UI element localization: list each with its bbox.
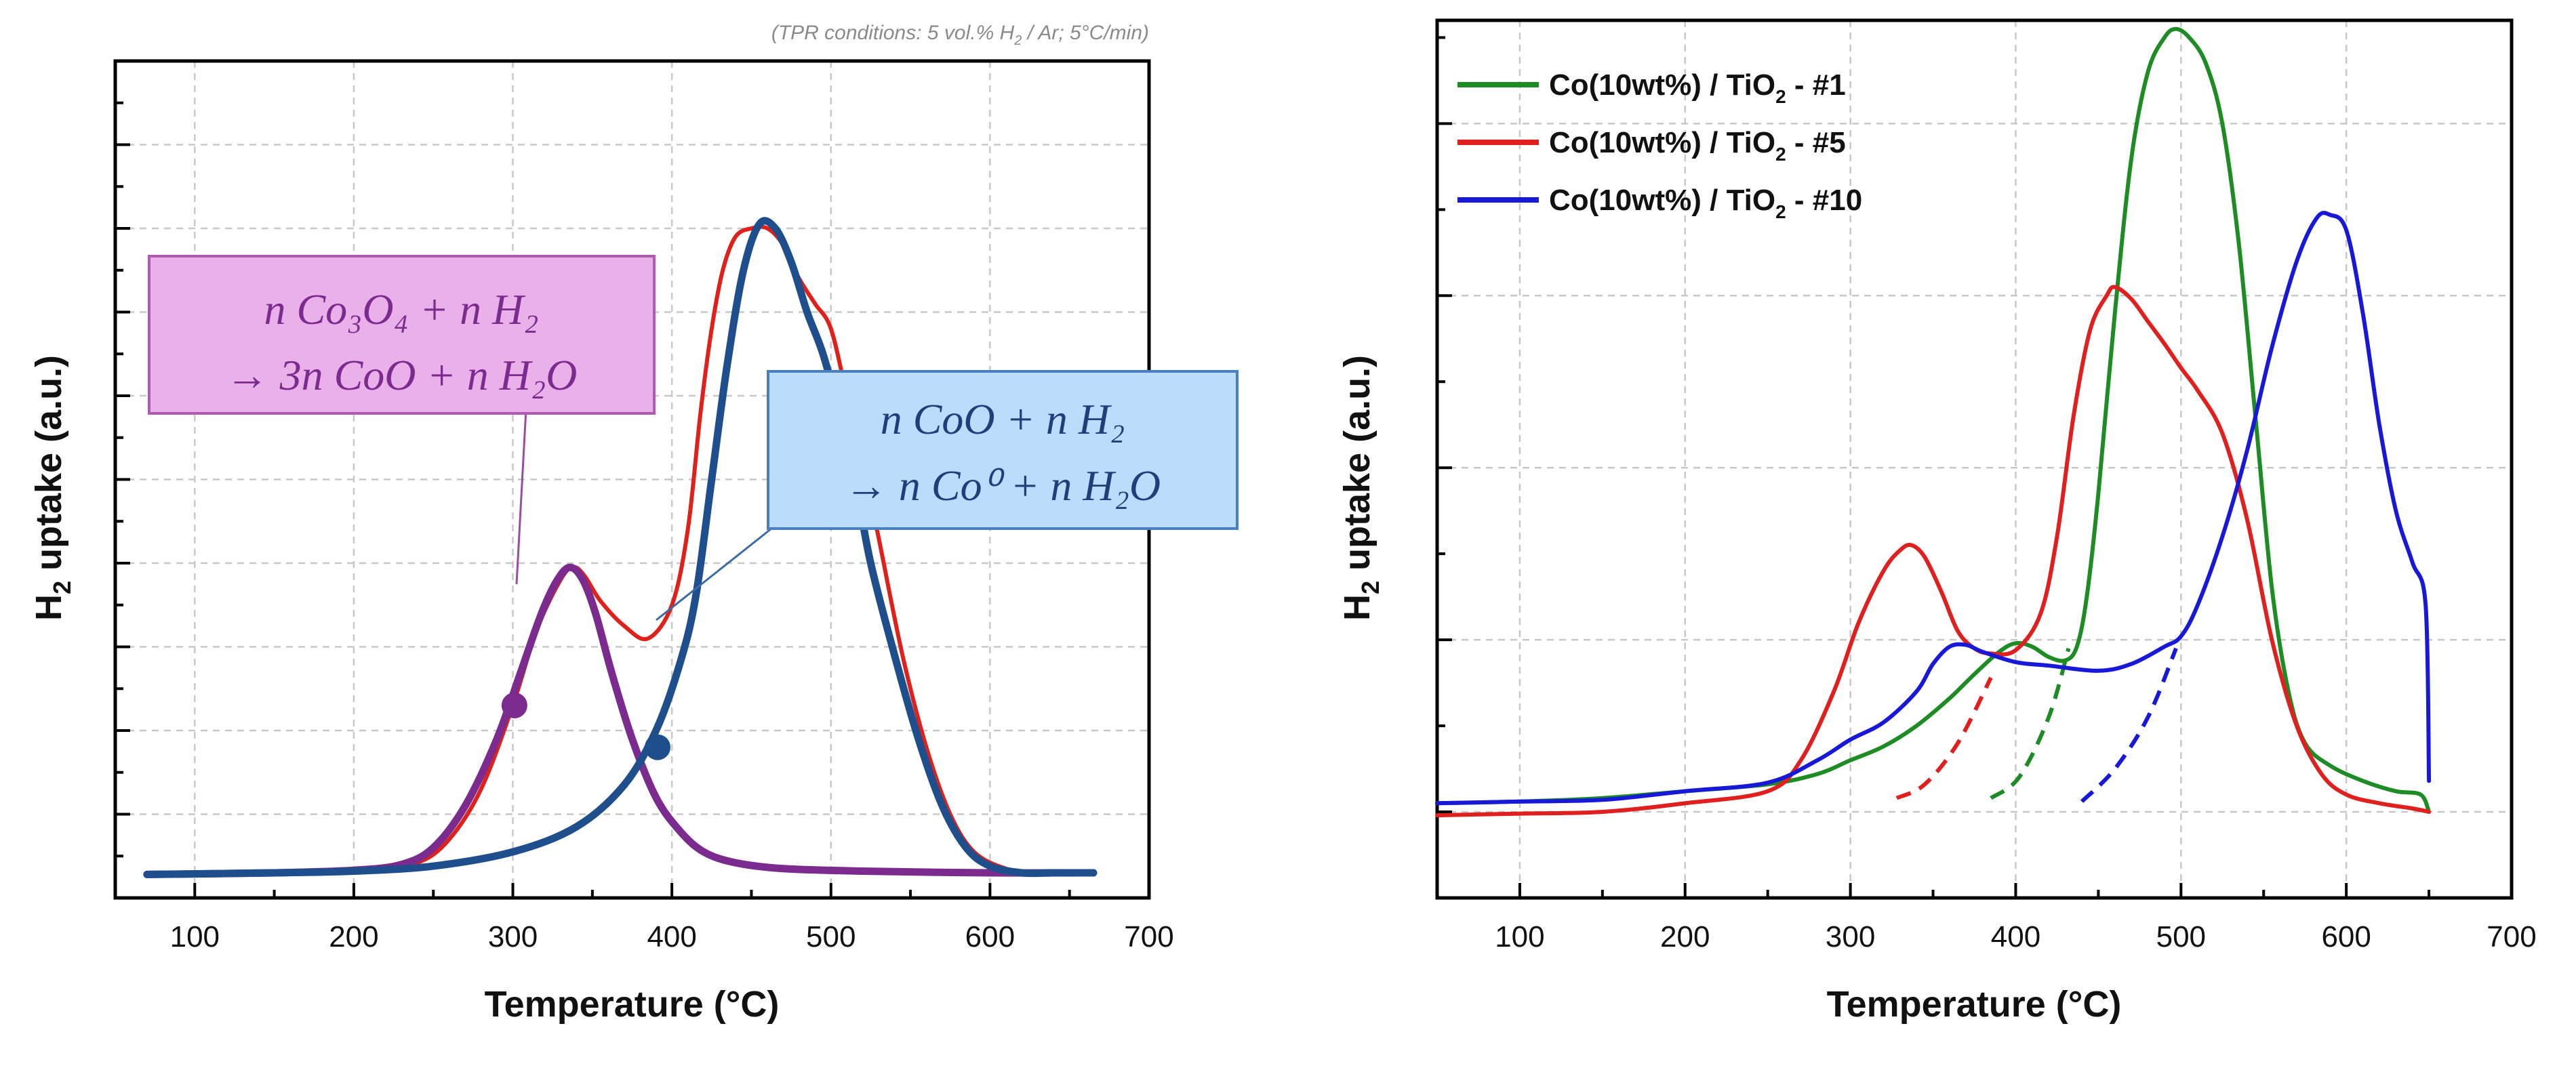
right-chart-frame bbox=[1435, 18, 2514, 900]
right-chart-dashed-guides bbox=[1895, 647, 2178, 803]
right-chart-series bbox=[1435, 26, 2432, 818]
coo-leader-line bbox=[656, 527, 772, 621]
x-tick-label: 700 bbox=[1124, 920, 1173, 953]
right-chart: 100 200 300 400 500 600 700 Co(10wt%) / TiO2 -… bbox=[1337, 18, 2537, 1025]
left-x-axis-title: Temperature (°C) bbox=[485, 984, 780, 1025]
x-tick-label: 300 bbox=[488, 920, 538, 953]
baseline-guide bbox=[1895, 676, 1993, 800]
x-tick-label: 500 bbox=[2156, 920, 2206, 953]
right-chart-gridlines bbox=[1437, 20, 2512, 898]
coo-equation-box bbox=[767, 370, 1239, 530]
right-chart-legend: Co(10wt%) / TiO2 - #1 Co(10wt%) / TiO2 -… bbox=[1457, 68, 1862, 222]
x-tick-label: 600 bbox=[965, 920, 1015, 953]
coo-equation-line1: n CoO + n H₂ bbox=[881, 395, 1125, 443]
baseline-guide bbox=[2080, 647, 2178, 803]
left-chart-ticks bbox=[114, 101, 1150, 898]
right-x-axis-title: Temperature (°C) bbox=[1827, 984, 2122, 1025]
tpr-conditions-note: (TPR conditions: 5 vol.% H2 / Ar; 5°C/mi… bbox=[771, 22, 1149, 48]
x-tick-label: 600 bbox=[2321, 920, 2371, 953]
coo-equation-line2: → n Co⁰ + n H₂O bbox=[845, 461, 1161, 510]
x-tick-label: 400 bbox=[1991, 920, 2040, 953]
series-line bbox=[1435, 285, 2432, 818]
series-line bbox=[143, 563, 1098, 878]
co3o4-equation-box bbox=[148, 255, 656, 415]
x-tick-label: 100 bbox=[1495, 920, 1544, 953]
legend-label-2: Co(10wt%) / TiO2 - #5 bbox=[1549, 126, 1846, 165]
co3o4-equation-line2: → 3n CoO + n H₂O bbox=[226, 351, 578, 399]
series-line bbox=[1435, 26, 2432, 814]
x-tick-label: 200 bbox=[329, 920, 378, 953]
highlight-marker bbox=[501, 692, 527, 718]
series-line bbox=[1435, 211, 2432, 806]
left-chart: (TPR conditions: 5 vol.% H2 / Ar; 5°C/mi… bbox=[28, 22, 1239, 1025]
legend-label-3: Co(10wt%) / TiO2 - #10 bbox=[1549, 184, 1862, 222]
series-line bbox=[144, 224, 1095, 877]
x-tick-label: 100 bbox=[170, 920, 220, 953]
highlight-marker bbox=[645, 734, 671, 760]
right-chart-ticks bbox=[1436, 36, 2513, 899]
x-tick-label: 300 bbox=[1826, 920, 1875, 953]
legend-label-1: Co(10wt%) / TiO2 - #1 bbox=[1549, 68, 1846, 107]
x-tick-label: 500 bbox=[806, 920, 856, 953]
left-chart-tick-labels: 100 200 300 400 500 600 700 bbox=[170, 920, 1174, 953]
right-y-axis-title: H2 uptake (a.u.) bbox=[1337, 355, 1384, 621]
left-y-axis-title: H2 uptake (a.u.) bbox=[28, 355, 76, 621]
right-chart-tick-labels: 100 200 300 400 500 600 700 bbox=[1495, 920, 2536, 953]
x-tick-label: 700 bbox=[2487, 920, 2536, 953]
baseline-guide bbox=[1990, 647, 2071, 800]
series-line bbox=[143, 217, 1098, 878]
left-chart-series bbox=[143, 217, 1098, 878]
left-chart-annotations: n Co₃O₄ + n H₂ → 3n CoO + n H₂O n CoO + … bbox=[148, 255, 1239, 621]
x-tick-label: 200 bbox=[1660, 920, 1710, 953]
co3o4-equation-line1: n Co₃O₄ + n H₂ bbox=[264, 285, 538, 333]
x-tick-label: 400 bbox=[647, 920, 696, 953]
